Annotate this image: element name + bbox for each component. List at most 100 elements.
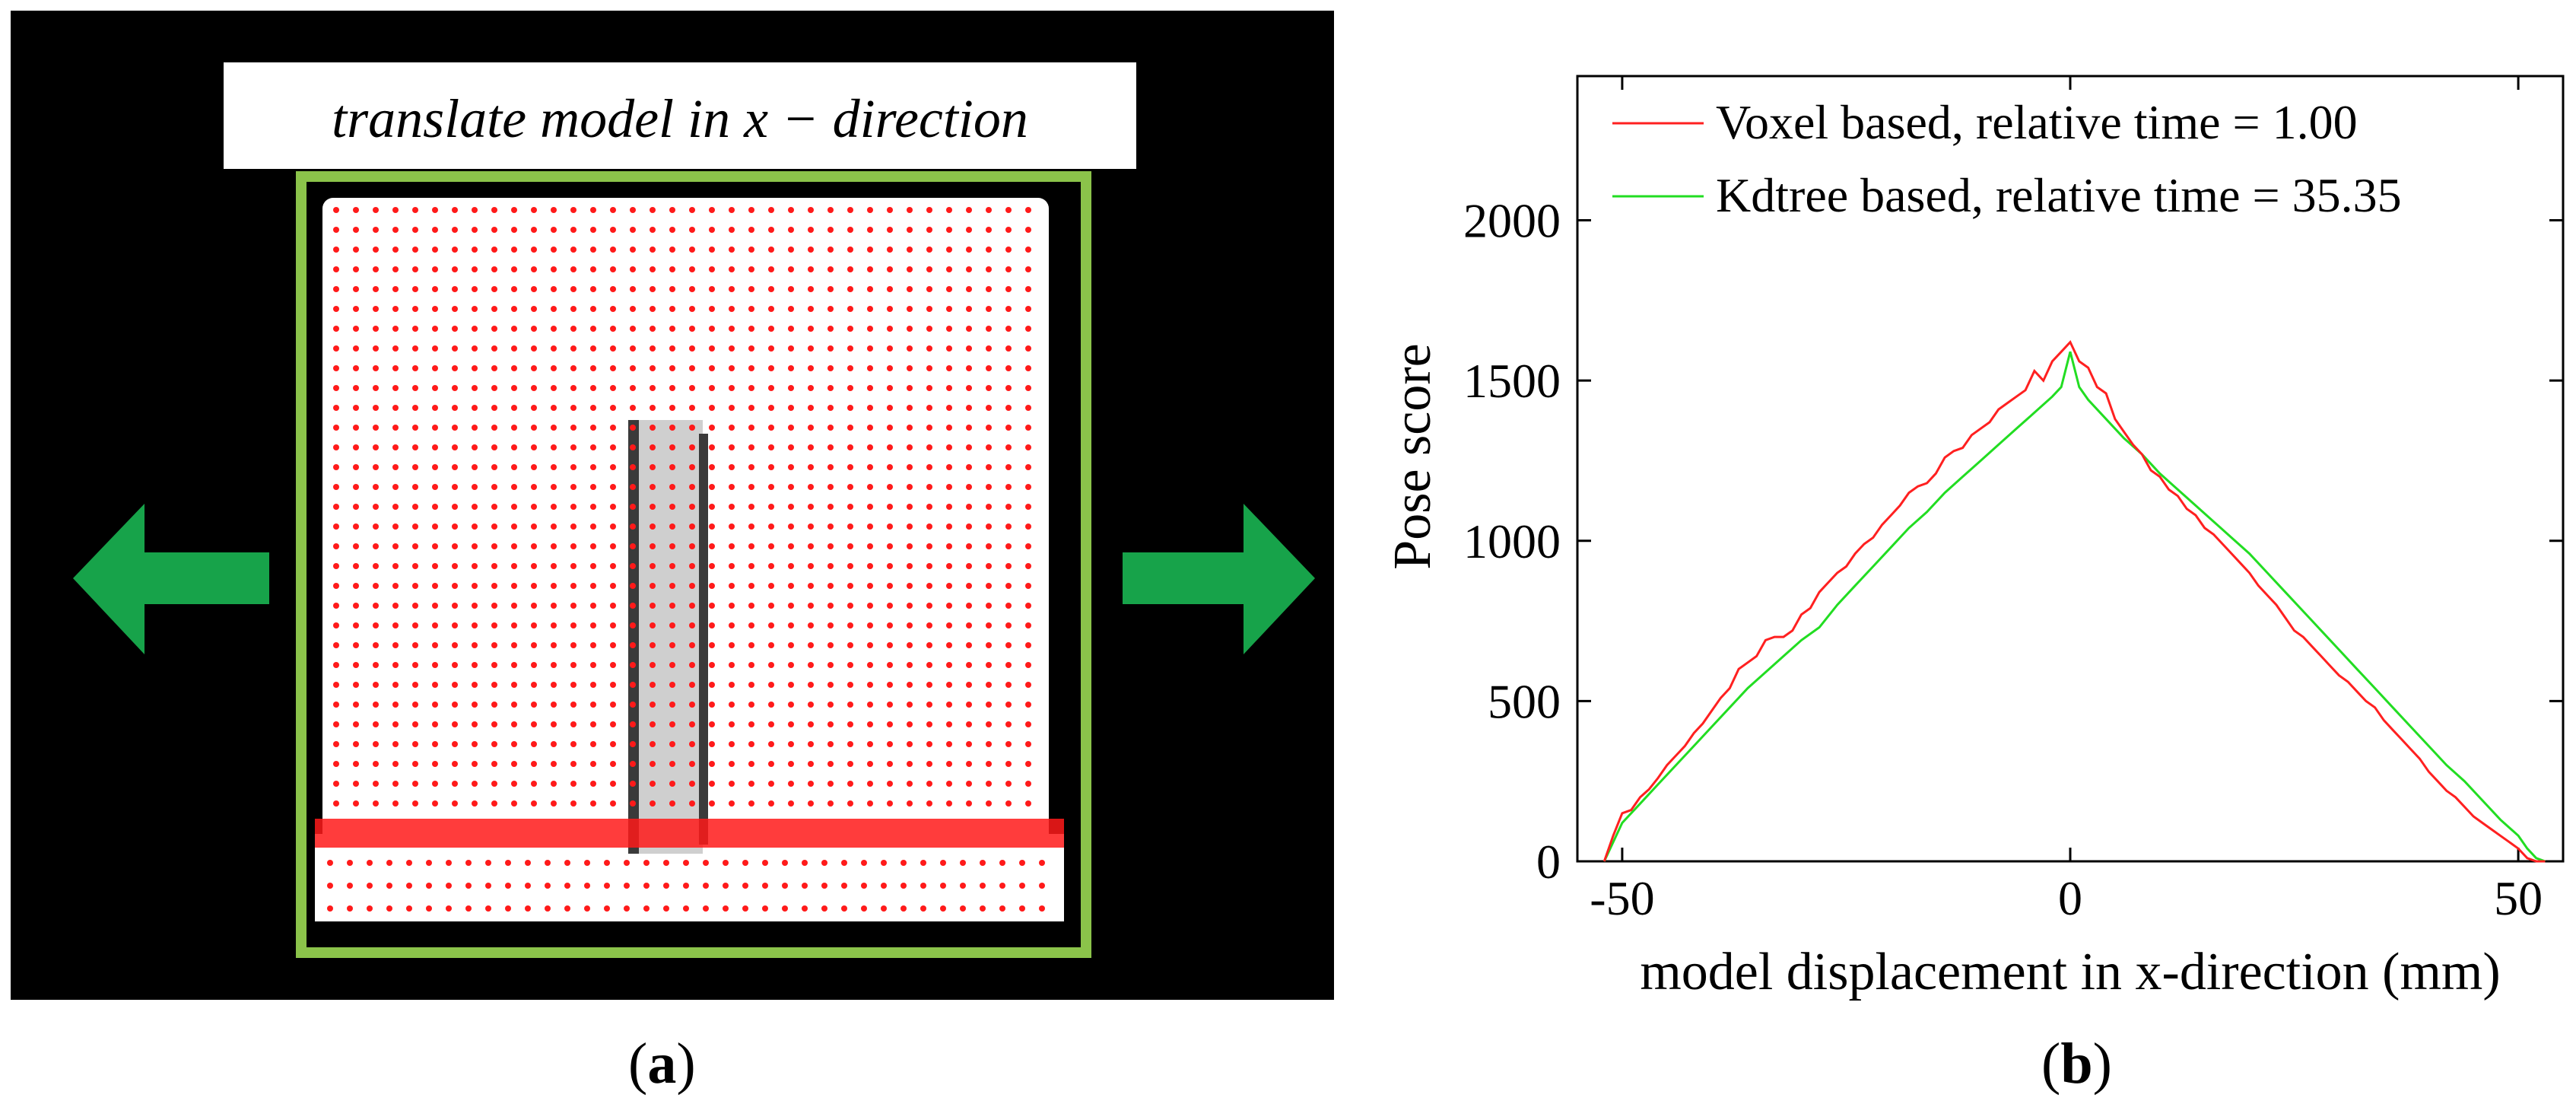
point-dot [373,662,379,668]
point-dot [551,326,557,332]
point-dot [887,603,893,609]
point-dot [788,464,794,470]
point-dot [1025,207,1031,213]
point-dot [392,702,399,708]
point-dot [373,563,379,569]
point-dot [650,326,656,332]
point-dot [570,662,577,668]
point-dot [847,385,853,391]
point-dot [709,800,715,807]
point-dot [709,326,715,332]
point-dot [630,642,636,648]
point-dot [452,622,458,628]
point-dot [485,905,491,912]
point-dot [788,563,794,569]
point-dot [511,702,517,708]
point-dot [373,405,379,411]
point-dot [907,622,913,628]
point-dot [630,247,636,253]
point-dot [353,247,359,253]
point-dot [373,385,379,391]
point-dot [808,662,814,668]
point-dot [788,266,794,272]
point-dot [808,425,814,431]
point-dot [472,326,478,332]
point-dot [1039,905,1045,912]
point-dot [551,484,557,490]
point-dot [788,603,794,609]
point-dot [406,905,412,912]
point-dot [392,543,399,549]
point-dot [333,504,339,510]
point-dot [373,266,379,272]
point-dot [960,883,966,889]
point-dot [630,425,636,431]
point-dot [887,227,893,233]
point-dot [531,345,537,352]
point-dot [748,207,754,213]
point-dot [412,444,418,450]
point-dot [808,702,814,708]
point-dot [630,622,636,628]
base-edge-points [315,819,1064,848]
point-dot [847,504,853,510]
point-dot [827,523,834,530]
point-dot [333,227,339,233]
point-dot [827,702,834,708]
point-dot [867,365,873,371]
point-dot [663,860,669,866]
point-dot [610,504,616,510]
point-dot [907,306,913,312]
point-dot [511,444,517,450]
point-dot [432,365,438,371]
y-tick-label: 2000 [1463,194,1561,248]
point-dot [802,860,808,866]
point-dot [729,741,735,747]
point-dot [729,405,735,411]
point-dot [551,781,557,787]
point-dot [729,326,735,332]
point-dot [333,444,339,450]
point-dot [610,385,616,391]
point-dot [1005,345,1012,352]
point-dot [333,543,339,549]
point-dot [472,741,478,747]
point-dot [531,761,537,767]
point-dot [472,781,478,787]
point-dot [531,405,537,411]
point-dot [729,444,735,450]
point-dot [432,484,438,490]
point-dot [491,425,497,431]
point-dot [570,563,577,569]
point-dot [630,800,636,807]
point-dot [966,207,972,213]
point-dot [327,883,333,889]
series-line [1602,339,2546,863]
point-dot [392,405,399,411]
point-dot [333,523,339,530]
point-dot [590,326,596,332]
point-dot [847,405,853,411]
point-dot [412,405,418,411]
point-dot [802,905,808,912]
point-dot [748,504,754,510]
point-dot [353,563,359,569]
point-dot [412,563,418,569]
point-dot [907,365,913,371]
point-dot [491,207,497,213]
point-dot [881,860,887,866]
point-dot [630,682,636,688]
point-dot [887,385,893,391]
point-dot [827,504,834,510]
point-dot [624,883,630,889]
point-dot [432,543,438,549]
point-dot [847,266,853,272]
point-dot [551,207,557,213]
point-dot [531,227,537,233]
point-dot [373,800,379,807]
point-dot [926,800,932,807]
point-dot [669,603,675,609]
point-dot [926,543,932,549]
point-dot [373,583,379,589]
point-dot [729,247,735,253]
